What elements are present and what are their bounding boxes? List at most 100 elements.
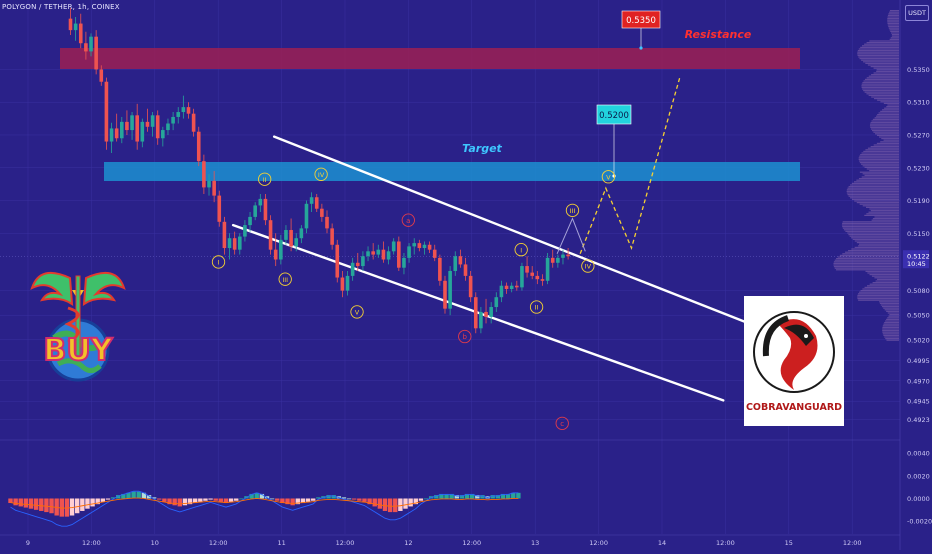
volume-profile-bar: [862, 88, 899, 90]
target-price-label: 0.5200: [599, 111, 629, 121]
macd-histogram-bar: [49, 498, 54, 514]
projection-path: [556, 217, 586, 254]
volume-profile-bar: [847, 194, 899, 196]
macd-histogram-bar: [449, 493, 454, 499]
macd-histogram-bar: [393, 498, 398, 513]
volume-profile-bar: [866, 93, 899, 95]
time-tick-label: 12:00: [462, 539, 481, 547]
candle-body: [73, 23, 78, 31]
macd-histogram-bar: [480, 495, 485, 499]
volume-profile-bar: [870, 128, 899, 130]
volume-profile-bar: [836, 258, 899, 260]
volume-profile-bar: [876, 69, 899, 71]
macd-histogram-bar: [444, 493, 449, 499]
macd-histogram-bar: [403, 498, 408, 509]
volume-profile-bar: [868, 75, 899, 77]
time-tick-label: 9: [26, 539, 30, 547]
volume-profile-bar: [837, 256, 899, 258]
macd-tick-label: -0.0020: [907, 518, 932, 526]
volume-profile-bar: [889, 38, 899, 40]
target-zone-label: Target: [462, 142, 502, 155]
volume-profile-bar: [834, 259, 899, 261]
macd-histogram-bar: [95, 498, 100, 505]
candle-body: [176, 112, 181, 117]
volume-profile-bar: [873, 131, 899, 133]
candle-body: [294, 238, 299, 247]
wave-label-circle: [565, 203, 580, 218]
time-tick-label: 15: [785, 539, 793, 547]
candle-body: [125, 121, 129, 131]
macd-histogram-bar: [213, 498, 218, 501]
candle-body: [309, 197, 314, 204]
volume-profile-bar: [851, 237, 899, 239]
time-axis[interactable]: 9 12:00 10 12:00 11 12:00 12 12:00 13 12:00 14 12:0…: [0, 534, 900, 547]
candle-body: [550, 257, 555, 263]
volume-profile-bar: [856, 179, 899, 181]
candle-body: [499, 285, 504, 298]
volume-profile-bar: [891, 35, 899, 37]
volume-profile-bar: [884, 336, 899, 338]
candle-body: [166, 123, 170, 131]
volume-profile-bar: [886, 339, 899, 341]
volume-profile-bar: [873, 67, 899, 69]
macd-histogram-bar: [39, 498, 44, 511]
macd-histogram-bar: [372, 498, 377, 507]
candle-body: [150, 115, 155, 127]
macd-histogram-bar: [85, 498, 90, 509]
candle-body: [443, 280, 447, 309]
volume-profile-bar: [883, 334, 899, 336]
volume-profile-bar: [872, 118, 899, 120]
volume-profile-bar: [874, 277, 899, 279]
candle-body: [376, 249, 381, 255]
volume-profile-bar: [891, 32, 899, 34]
candle-body: [407, 246, 411, 258]
volume-profile-bar: [842, 226, 899, 228]
wave-label-text: a: [406, 217, 410, 225]
wave-label-text: III: [282, 276, 288, 284]
volume-profile-bar: [859, 291, 899, 293]
volume-profile-bar: [888, 315, 899, 317]
price-axis[interactable]: 0.5350 0.5310 0.5270 0.5230 0.5190 0.5150 0.51…: [903, 66, 930, 424]
volume-profile-bar: [879, 136, 899, 138]
macd-histogram-bar: [28, 498, 34, 509]
currency-button[interactable]: USDT: [905, 5, 929, 21]
resistance-zone: [60, 48, 800, 69]
candle-body: [89, 36, 93, 52]
volume-profile-bar: [835, 269, 899, 271]
volume-profile-bar: [860, 290, 899, 292]
time-tick-label: 12:00: [716, 539, 735, 547]
volume-profile-bar: [869, 125, 899, 127]
candle-body: [397, 241, 401, 268]
macd-histogram-bar: [423, 498, 429, 500]
candle-body: [530, 272, 534, 276]
candle-body: [350, 262, 355, 276]
volume-profile-bar: [877, 278, 899, 280]
volume-profile-bar: [847, 187, 899, 189]
candle-body: [130, 115, 134, 131]
volume-profile-bar: [858, 157, 899, 159]
candle-body: [417, 243, 422, 249]
candle-body: [345, 275, 350, 291]
volume-profile-bar: [850, 197, 899, 199]
candle-body: [104, 81, 109, 142]
wave-label-text: III: [570, 207, 576, 215]
volume-profile-bar: [870, 66, 899, 68]
candle-body: [402, 257, 406, 268]
volume-profile-bar: [846, 190, 899, 192]
price-tick-label: 0.5122: [907, 253, 930, 261]
symbol-title[interactable]: POLYGON / TETHER, 1h, COINEX: [2, 3, 120, 11]
macd-histogram-bar: [500, 493, 506, 499]
volume-profile-bar: [862, 82, 899, 84]
volume-profile-bar: [866, 168, 899, 170]
volume-profile-bar: [862, 205, 899, 207]
volume-profile-bar: [868, 94, 899, 96]
volume-profile-bar: [842, 221, 899, 223]
signal-line: [10, 497, 519, 509]
price-zones: Target Resistance 0.5350 0.5200: [60, 10, 800, 181]
candle-body: [509, 285, 514, 289]
wave-label-text: IV: [585, 263, 592, 271]
candle-body: [484, 311, 488, 317]
candle-body: [304, 203, 309, 229]
